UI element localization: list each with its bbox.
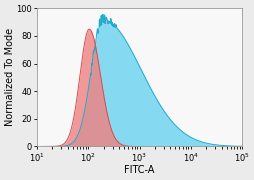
X-axis label: FITC-A: FITC-A [124,165,154,175]
Y-axis label: Normalized To Mode: Normalized To Mode [5,28,15,127]
